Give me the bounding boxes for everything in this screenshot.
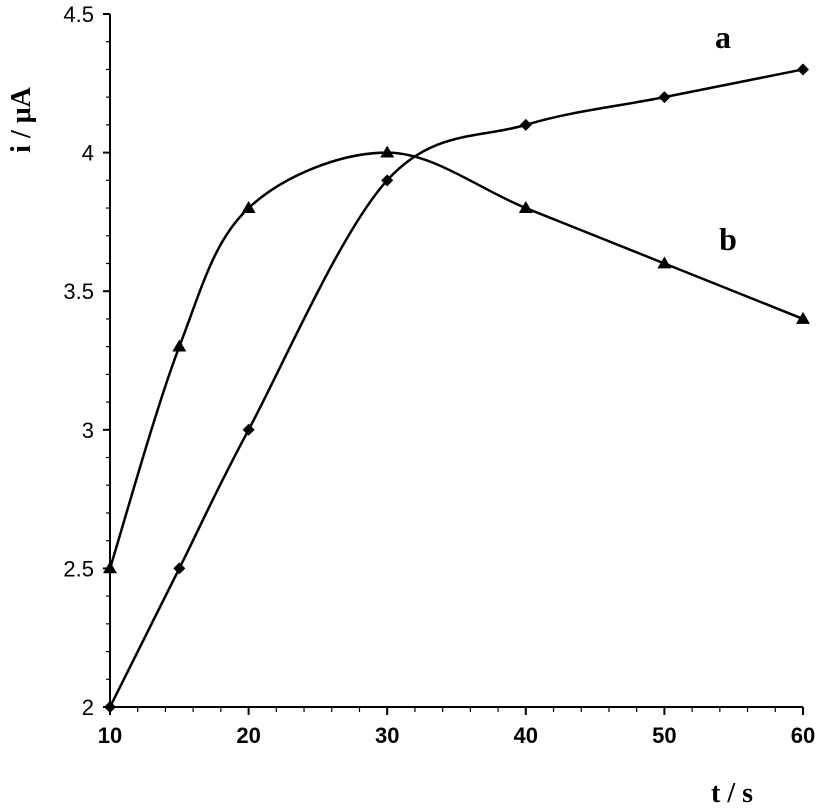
x-axis-title: t / s	[711, 778, 753, 808]
data-point-triangle	[518, 201, 533, 213]
data-point-diamond	[797, 63, 809, 76]
y-tick-label: 4	[82, 141, 94, 166]
series-a-line	[108, 68, 804, 708]
data-point-diamond	[173, 562, 186, 575]
series-layer: ab	[103, 19, 810, 713]
y-axis-title: i / μA	[6, 86, 37, 152]
data-point-triangle	[380, 145, 395, 158]
y-tick-label: 3	[82, 418, 94, 443]
x-tick-label: 40	[514, 723, 538, 748]
data-point-triangle	[657, 256, 672, 269]
x-tick-label: 50	[652, 723, 676, 748]
data-point-triangle	[796, 311, 810, 324]
data-point-triangle	[172, 339, 187, 352]
y-tick-label: 2.5	[63, 556, 94, 581]
x-tick-label: 30	[375, 723, 399, 748]
series-b-line	[108, 151, 804, 569]
x-tick-label: 60	[791, 723, 815, 748]
x-tick-label: 20	[236, 723, 260, 748]
data-point-triangle	[241, 201, 256, 213]
axes: 2 2.5 3 3.5 4 4.5 10 20 30 40 50 60	[63, 2, 815, 748]
series-label-b: b	[719, 221, 737, 257]
series-b: b	[103, 145, 810, 574]
y-tick-label: 3.5	[63, 279, 94, 304]
data-point-diamond	[242, 423, 255, 436]
y-tick-label: 4.5	[63, 2, 94, 27]
series-label-a: a	[715, 19, 731, 55]
data-point-triangle	[103, 561, 117, 574]
data-point-diamond	[658, 91, 671, 104]
data-point-diamond	[104, 701, 116, 713]
data-point-diamond	[381, 174, 394, 187]
y-tick-label: 2	[82, 695, 94, 720]
series-a: a	[104, 19, 809, 713]
x-tick-label: 10	[98, 723, 122, 748]
data-point-diamond	[519, 118, 532, 131]
